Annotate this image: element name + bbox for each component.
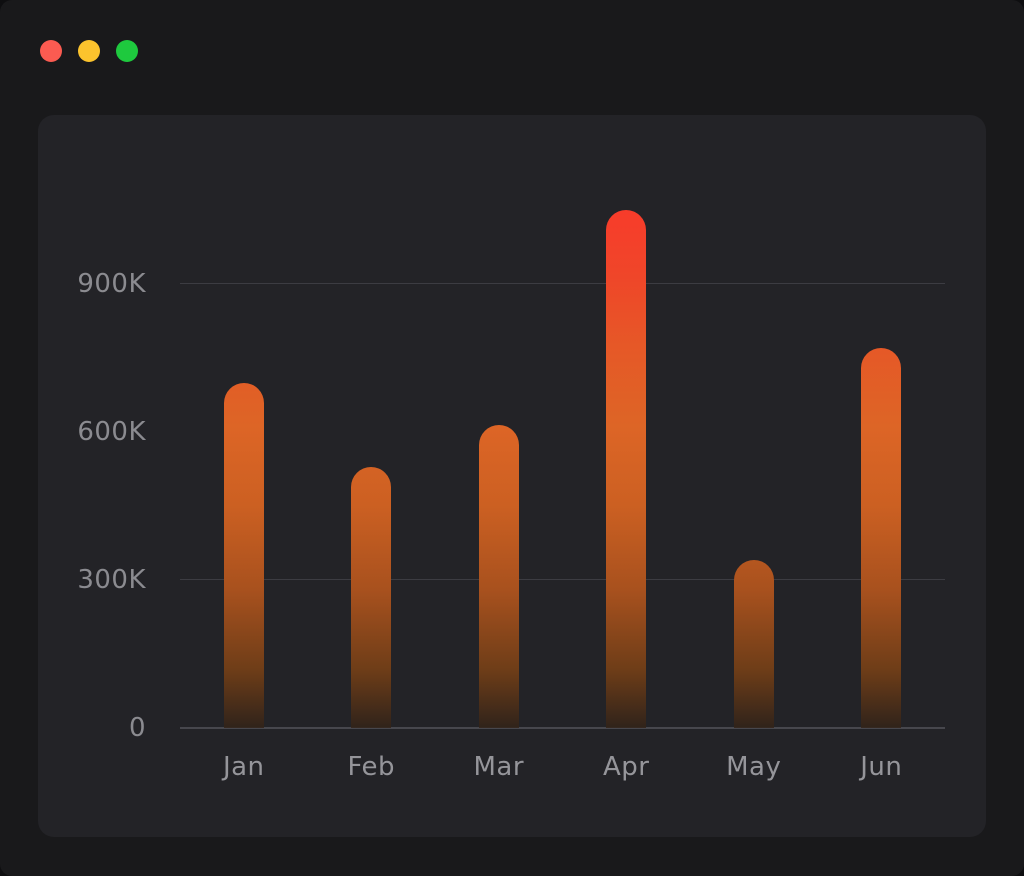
x-axis-label-may: May bbox=[726, 752, 782, 782]
bar-mar[interactable] bbox=[478, 425, 519, 728]
x-axis-label-mar: Mar bbox=[473, 752, 525, 782]
y-axis-label-600k: 600K bbox=[77, 417, 146, 447]
minimize-window-button[interactable] bbox=[78, 40, 100, 62]
gridline-900000 bbox=[180, 283, 945, 284]
bar-chart-plot-area: 0 300K 600K 900K Jan Feb Mar Apr May Jun bbox=[77, 168, 945, 782]
y-axis-label-900k: 900K bbox=[77, 269, 146, 299]
bar-may[interactable] bbox=[733, 560, 774, 728]
x-axis-label-jun: Jun bbox=[860, 752, 903, 782]
x-axis-label-apr: Apr bbox=[603, 752, 650, 782]
bar-apr[interactable] bbox=[606, 210, 647, 728]
bar-jan[interactable] bbox=[223, 383, 264, 728]
bar-feb[interactable] bbox=[351, 467, 392, 728]
x-axis-label-jan: Jan bbox=[222, 752, 265, 782]
bar-jun[interactable] bbox=[861, 348, 902, 728]
gridline-300000 bbox=[180, 579, 945, 580]
close-window-button[interactable] bbox=[40, 40, 62, 62]
window-controls bbox=[40, 40, 138, 62]
zoom-window-button[interactable] bbox=[116, 40, 138, 62]
y-axis-label-300k: 300K bbox=[77, 565, 146, 595]
y-axis-label-0: 0 bbox=[128, 713, 146, 743]
x-axis-label-feb: Feb bbox=[347, 752, 396, 782]
x-axis-line bbox=[180, 727, 945, 729]
chart-panel: 0 300K 600K 900K Jan Feb Mar Apr May Jun bbox=[38, 115, 986, 837]
